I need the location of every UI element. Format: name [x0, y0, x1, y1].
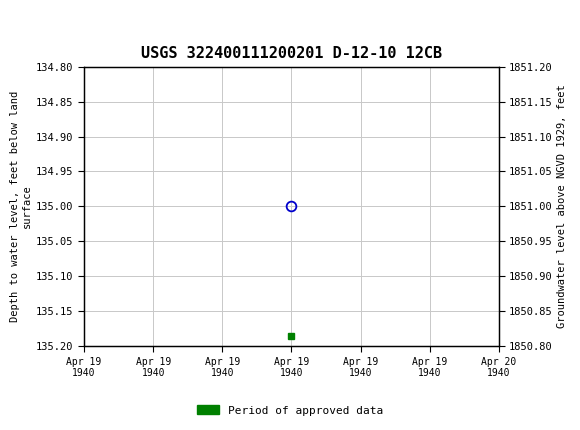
- Text: USGS: USGS: [44, 9, 90, 24]
- Y-axis label: Depth to water level, feet below land
surface: Depth to water level, feet below land su…: [10, 91, 32, 322]
- Y-axis label: Groundwater level above NGVD 1929, feet: Groundwater level above NGVD 1929, feet: [557, 85, 567, 328]
- Legend: Period of approved data: Period of approved data: [193, 401, 387, 420]
- Title: USGS 322400111200201 D-12-10 12CB: USGS 322400111200201 D-12-10 12CB: [141, 46, 442, 61]
